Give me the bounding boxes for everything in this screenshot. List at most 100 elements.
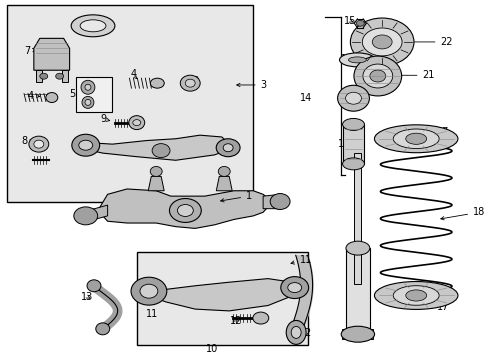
Ellipse shape bbox=[150, 166, 162, 176]
Ellipse shape bbox=[87, 280, 101, 292]
Bar bbox=[137, 252, 307, 345]
Ellipse shape bbox=[46, 93, 58, 103]
Text: 3: 3 bbox=[236, 80, 266, 90]
Text: 17: 17 bbox=[436, 302, 448, 312]
Ellipse shape bbox=[348, 57, 366, 63]
Text: 5: 5 bbox=[69, 89, 75, 99]
Text: 16: 16 bbox=[340, 54, 352, 64]
Polygon shape bbox=[88, 205, 107, 221]
Ellipse shape bbox=[341, 326, 374, 342]
Ellipse shape bbox=[374, 125, 457, 153]
Text: 18: 18 bbox=[440, 207, 484, 220]
Ellipse shape bbox=[223, 144, 233, 152]
Text: 7: 7 bbox=[24, 46, 36, 56]
Ellipse shape bbox=[290, 327, 301, 338]
Ellipse shape bbox=[56, 73, 63, 79]
Text: 10: 10 bbox=[205, 344, 218, 354]
Ellipse shape bbox=[85, 84, 91, 90]
Ellipse shape bbox=[133, 120, 141, 126]
Ellipse shape bbox=[280, 276, 308, 298]
Ellipse shape bbox=[79, 140, 93, 150]
Ellipse shape bbox=[96, 323, 109, 335]
Text: 6: 6 bbox=[89, 17, 102, 27]
Ellipse shape bbox=[405, 133, 426, 144]
Ellipse shape bbox=[180, 75, 200, 91]
Polygon shape bbox=[216, 176, 232, 191]
Ellipse shape bbox=[371, 35, 391, 49]
Bar bbox=[76, 77, 112, 112]
Text: 22: 22 bbox=[402, 37, 452, 47]
Text: 21: 21 bbox=[394, 70, 434, 80]
Text: 20: 20 bbox=[338, 93, 350, 103]
Bar bbox=[345, 248, 369, 334]
Text: 8: 8 bbox=[192, 76, 199, 86]
Ellipse shape bbox=[337, 85, 368, 111]
Ellipse shape bbox=[128, 116, 144, 130]
Ellipse shape bbox=[177, 204, 193, 216]
Ellipse shape bbox=[369, 70, 385, 82]
Ellipse shape bbox=[362, 64, 392, 88]
Polygon shape bbox=[98, 189, 272, 228]
Text: 15: 15 bbox=[343, 16, 355, 26]
Ellipse shape bbox=[339, 53, 374, 67]
Ellipse shape bbox=[152, 144, 170, 158]
Ellipse shape bbox=[169, 198, 201, 222]
Ellipse shape bbox=[345, 92, 361, 104]
Bar bbox=[354, 153, 361, 284]
Ellipse shape bbox=[362, 28, 401, 56]
Text: 1: 1 bbox=[220, 191, 252, 202]
Ellipse shape bbox=[287, 283, 301, 293]
Ellipse shape bbox=[71, 15, 115, 37]
Polygon shape bbox=[148, 176, 164, 191]
Bar bbox=[342, 125, 364, 164]
Ellipse shape bbox=[82, 96, 94, 108]
Ellipse shape bbox=[353, 56, 401, 96]
Text: 8: 8 bbox=[21, 136, 27, 146]
Text: 11: 11 bbox=[145, 310, 158, 319]
Text: 17: 17 bbox=[436, 127, 448, 136]
Bar bbox=[6, 5, 253, 202]
Polygon shape bbox=[36, 70, 41, 82]
Text: 4: 4 bbox=[27, 91, 34, 101]
Ellipse shape bbox=[74, 207, 98, 225]
Ellipse shape bbox=[392, 286, 438, 305]
Ellipse shape bbox=[345, 241, 369, 255]
Ellipse shape bbox=[216, 139, 240, 157]
Ellipse shape bbox=[342, 158, 364, 170]
Ellipse shape bbox=[392, 129, 438, 149]
Polygon shape bbox=[61, 70, 67, 82]
Polygon shape bbox=[263, 194, 282, 209]
Ellipse shape bbox=[350, 18, 413, 66]
Ellipse shape bbox=[150, 78, 164, 88]
Ellipse shape bbox=[356, 20, 364, 26]
Polygon shape bbox=[144, 279, 299, 311]
Ellipse shape bbox=[285, 320, 305, 345]
Ellipse shape bbox=[185, 79, 195, 87]
Ellipse shape bbox=[405, 290, 426, 301]
Ellipse shape bbox=[131, 277, 166, 305]
Ellipse shape bbox=[72, 134, 100, 156]
Text: 11: 11 bbox=[290, 255, 311, 265]
Ellipse shape bbox=[29, 136, 49, 152]
Text: 19: 19 bbox=[338, 139, 350, 149]
Text: 14: 14 bbox=[299, 93, 311, 103]
Ellipse shape bbox=[270, 194, 289, 210]
Text: 13: 13 bbox=[81, 292, 93, 302]
Text: 9: 9 bbox=[100, 114, 109, 124]
Polygon shape bbox=[78, 135, 233, 160]
Ellipse shape bbox=[34, 140, 44, 148]
Ellipse shape bbox=[81, 80, 95, 94]
Polygon shape bbox=[34, 39, 69, 70]
Text: 4: 4 bbox=[131, 69, 137, 79]
Ellipse shape bbox=[40, 73, 48, 79]
Ellipse shape bbox=[80, 20, 106, 32]
Ellipse shape bbox=[374, 282, 457, 309]
Ellipse shape bbox=[218, 166, 230, 176]
Ellipse shape bbox=[342, 118, 364, 130]
Ellipse shape bbox=[252, 312, 268, 324]
Text: 2: 2 bbox=[299, 326, 310, 338]
Text: 12: 12 bbox=[229, 316, 242, 325]
Ellipse shape bbox=[140, 284, 158, 298]
Ellipse shape bbox=[85, 99, 91, 105]
Bar bbox=[342, 329, 373, 339]
